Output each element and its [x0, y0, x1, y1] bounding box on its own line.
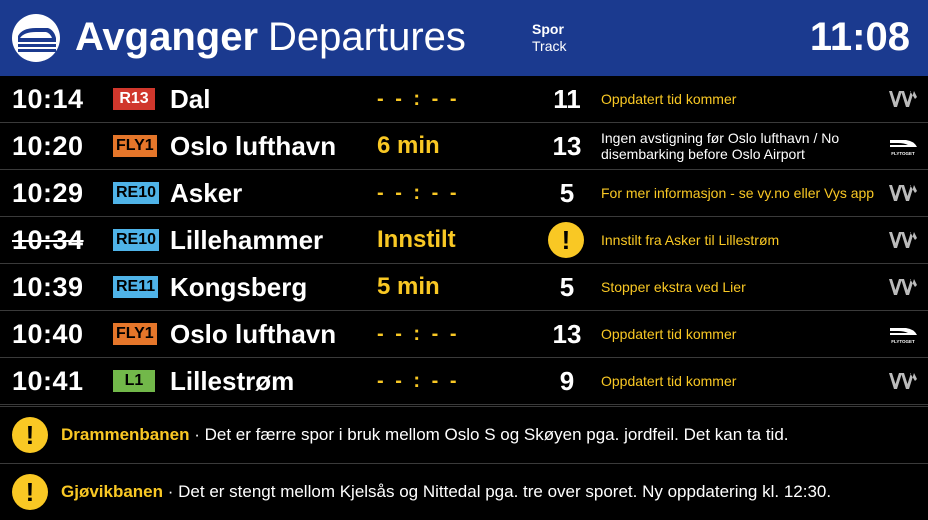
departures-list: 10:14 R13 Dal - - : - - 11 Oppdatert tid komm… — [0, 76, 928, 405]
track-number: 5 — [559, 178, 575, 208]
line-badge: RE10 — [113, 182, 160, 204]
train-logo-icon — [12, 14, 60, 62]
flytoget-label: FLYTOGET — [891, 151, 915, 156]
vy-icon — [888, 230, 918, 250]
notice-row: ! Drammenbanen · Det er færre spor i bru… — [0, 406, 928, 463]
flytoget-icon: FLYTOGET — [888, 136, 918, 156]
notice-message: · Det er stengt mellom Kjelsås og Nitted… — [163, 482, 832, 501]
track-number: 13 — [552, 319, 582, 349]
line-badge: RE11 — [113, 276, 159, 298]
expected-departure: - - : - - — [377, 182, 460, 204]
departure-row: 10:29 RE10 Asker - - : - - 5 For mer informas… — [0, 170, 928, 217]
header-bar: Avganger Departures Spor Track 11:08 — [0, 0, 928, 76]
line-badge: FLY1 — [113, 135, 157, 157]
status-message-text: Oppdatert tid kommer — [601, 326, 737, 342]
departure-time: 10:29 — [12, 178, 84, 208]
departure-row: 10:34 RE10 Lillehammer Innstilt! Innstilt fr… — [0, 217, 928, 264]
departure-row: 10:41 L1 Lillestrøm - - : - - 9 Oppdatert tid… — [0, 358, 928, 405]
status-message-text: Ingen avstigning før Oslo lufthavn / No … — [601, 130, 840, 162]
departure-row: 10:40 FLY1 Oslo lufthavn - - : - - 13 Oppdate… — [0, 311, 928, 358]
track-label-norwegian: Spor — [532, 21, 564, 37]
expected-departure: Innstilt — [377, 226, 456, 253]
status-message-text: For mer informasjon - se vy.no eller Vys… — [601, 185, 875, 201]
warning-icon: ! — [12, 417, 48, 453]
status-message-text: Oppdatert tid kommer — [601, 91, 737, 107]
expected-departure: 5 min — [377, 273, 440, 300]
departure-time: 10:39 — [12, 272, 84, 302]
track-number: 11 — [553, 84, 581, 114]
destination: Dal — [170, 84, 211, 114]
destination: Lillehammer — [170, 225, 324, 255]
notice-message: · Det er færre spor i bruk mellom Oslo S… — [189, 425, 789, 444]
track-number: 5 — [559, 272, 575, 302]
track-label-english: Track — [532, 38, 567, 54]
notice-text: Drammenbanen · Det er færre spor i bruk … — [61, 407, 789, 463]
expected-departure: - - : - - — [377, 323, 460, 345]
status-message: Oppdatert tid kommer — [601, 358, 876, 404]
status-message-text: Stopper ekstra ved Lier — [601, 279, 746, 295]
warning-icon: ! — [12, 474, 48, 510]
departure-row: 10:14 R13 Dal - - : - - 11 Oppdatert tid komm… — [0, 76, 928, 123]
line-badge: FLY1 — [113, 323, 157, 345]
line-badge: RE10 — [113, 229, 160, 251]
departure-row: 10:20 FLY1 Oslo lufthavn 6 min 13 Ingen avsti… — [0, 123, 928, 170]
line-badge: R13 — [113, 88, 155, 110]
departure-time: 10:40 — [12, 319, 84, 349]
destination: Lillestrøm — [170, 366, 295, 396]
destination: Kongsberg — [170, 272, 308, 302]
destination: Asker — [170, 178, 243, 208]
departure-time: 10:14 — [12, 84, 84, 114]
status-message: For mer informasjon - se vy.no eller Vys… — [601, 170, 876, 216]
status-message: Ingen avstigning før Oslo lufthavn / No … — [601, 123, 876, 169]
clock: 11:08 — [809, 15, 910, 59]
status-message: Oppdatert tid kommer — [601, 311, 876, 357]
departure-time: 10:41 — [12, 366, 84, 396]
departure-time: 10:20 — [12, 131, 84, 161]
expected-departure: 6 min — [377, 132, 440, 159]
destination: Oslo lufthavn — [170, 319, 337, 349]
title-english: Departures — [268, 15, 466, 59]
vy-icon — [888, 371, 918, 391]
status-message: Innstilt fra Asker til Lillestrøm — [601, 217, 876, 263]
vy-icon — [888, 89, 918, 109]
track-number: 9 — [559, 366, 575, 396]
status-message: Oppdatert tid kommer — [601, 76, 876, 122]
expected-departure: - - : - - — [377, 88, 460, 110]
status-message-text: Innstilt fra Asker til Lillestrøm — [601, 232, 780, 248]
vy-icon — [888, 277, 918, 297]
track-number: 13 — [552, 131, 582, 161]
notice-text: Gjøvikbanen · Det er stengt mellom Kjels… — [61, 464, 831, 520]
notice-row: ! Gjøvikbanen · Det er stengt mellom Kje… — [0, 463, 928, 518]
vy-icon — [888, 183, 918, 203]
notice-line: Drammenbanen — [61, 425, 190, 444]
status-message: Stopper ekstra ved Lier — [601, 264, 876, 310]
notice-line: Gjøvikbanen — [61, 482, 164, 501]
line-badge: L1 — [113, 370, 155, 392]
destination: Oslo lufthavn — [170, 131, 337, 161]
departure-time: 10:34 — [12, 225, 84, 255]
page-title: Avganger Departures — [75, 12, 466, 62]
expected-departure: - - : - - — [377, 370, 460, 392]
warning-icon: ! — [548, 222, 584, 258]
flytoget-label: FLYTOGET — [891, 339, 915, 344]
status-message-text: Oppdatert tid kommer — [601, 373, 737, 389]
flytoget-icon: FLYTOGET — [888, 324, 918, 344]
track-column-header: Spor Track — [532, 21, 566, 55]
title-norwegian: Avganger — [75, 15, 259, 59]
departure-row: 10:39 RE11 Kongsberg 5 min 5 Stopper ekstra v… — [0, 264, 928, 311]
